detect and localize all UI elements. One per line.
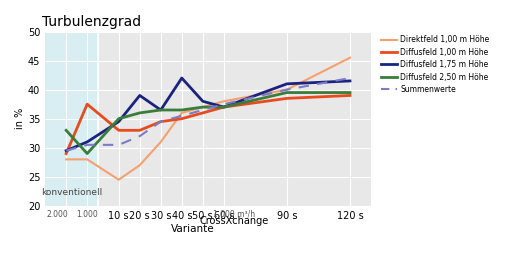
Text: 1.000 m³/h: 1.000 m³/h [213, 210, 255, 219]
Text: CrossXchange: CrossXchange [199, 216, 269, 226]
Text: Variante: Variante [170, 225, 214, 234]
Text: 1.000: 1.000 [76, 210, 98, 219]
Text: konventionell: konventionell [41, 188, 102, 197]
Y-axis label: in %: in % [15, 108, 25, 129]
Bar [45, 32, 97, 206]
Legend: Direktfeld 1,00 m Höhe, Diffusfeld 1,00 m Höhe, Diffusfeld 1,75 m Höhe, Diffusfe: Direktfeld 1,00 m Höhe, Diffusfeld 1,00 … [381, 35, 489, 94]
Text: 2.000: 2.000 [47, 210, 69, 219]
Text: Turbulenzgrad: Turbulenzgrad [42, 15, 141, 29]
